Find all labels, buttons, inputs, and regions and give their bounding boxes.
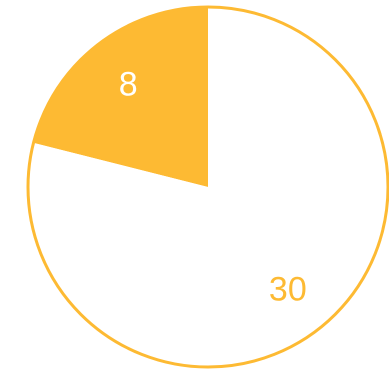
pie-labels: 8 30 — [119, 65, 307, 308]
pie-slice-8 — [33, 7, 209, 187]
pie-slices — [27, 7, 389, 367]
pie-slice-30 — [27, 7, 389, 367]
pie-slice-label-8: 8 — [119, 65, 138, 103]
pie-outline — [26, 5, 389, 369]
pie-slice-label-30: 30 — [269, 271, 307, 309]
